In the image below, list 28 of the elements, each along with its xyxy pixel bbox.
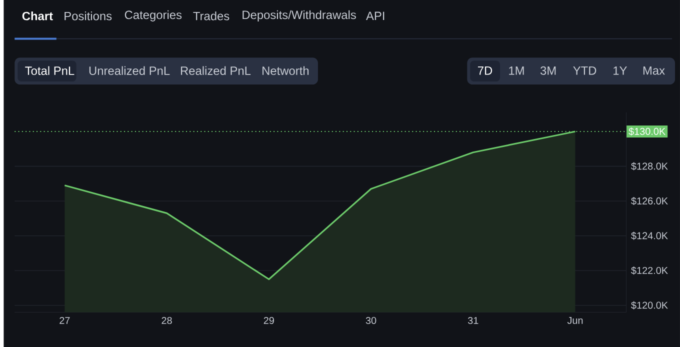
text: Realized PnL: [180, 66, 251, 75]
text: 1Y: [614, 66, 627, 75]
x-tick-label: Jun: [567, 316, 583, 324]
x-tick-label: 31: [468, 316, 478, 324]
text: Deposits/Withdrawals: [242, 10, 356, 22]
ref-line-label: $130.0K: [628, 127, 666, 136]
text: 7D: [478, 66, 492, 75]
y-tick-label: $122.0K: [631, 266, 668, 275]
y-tick-label: $128.0K: [631, 162, 668, 170]
text: API: [366, 12, 384, 20]
text: 3M: [540, 66, 556, 75]
text: YTD: [573, 66, 596, 75]
text: Networth: [262, 66, 309, 75]
y-tick-label: $126.0K: [631, 196, 668, 206]
text: 1M: [509, 66, 524, 75]
x-tick-label: 28: [162, 316, 172, 324]
text: Max: [643, 66, 665, 75]
text: Positions: [64, 11, 112, 20]
text: Trades: [193, 11, 230, 20]
x-tick-label: 27: [60, 316, 70, 324]
text: Total PnL: [25, 66, 74, 75]
y-tick-label: $124.0K: [631, 232, 668, 240]
y-tick-label: $120.0K: [631, 301, 668, 310]
x-tick-label: 30: [366, 316, 376, 324]
x-tick-label: 29: [264, 316, 274, 324]
text: Categories: [124, 10, 182, 22]
text: Chart: [22, 11, 53, 20]
text: Unrealized PnL: [89, 66, 170, 75]
